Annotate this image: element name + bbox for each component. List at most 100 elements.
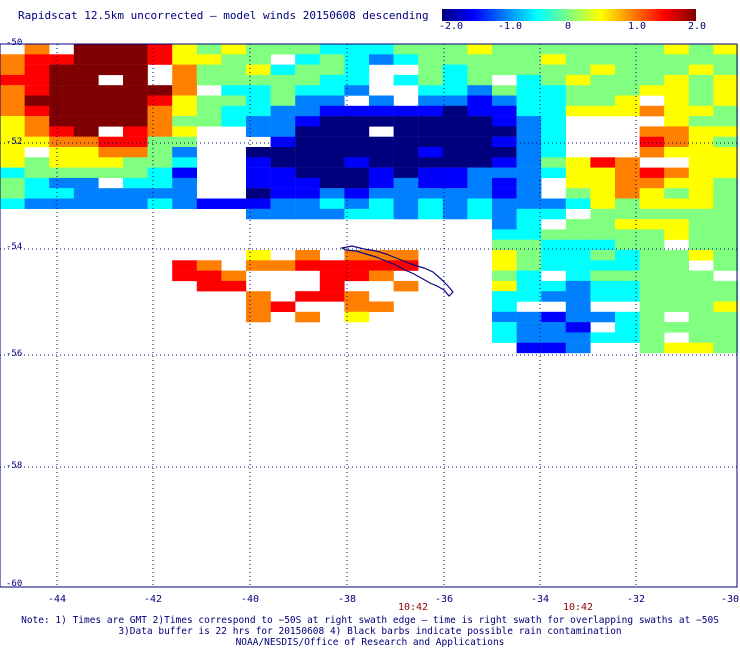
wind-cell — [246, 116, 271, 127]
wind-cell — [196, 280, 222, 292]
wind-cell — [418, 177, 443, 189]
wind-cell — [492, 239, 517, 251]
wind-cell — [442, 105, 468, 117]
wind-cell — [442, 54, 468, 65]
wind-cell — [541, 208, 566, 220]
wind-cell — [246, 167, 271, 179]
wind-cell — [713, 44, 739, 55]
wind-cell — [49, 54, 74, 65]
wind-cell — [295, 198, 320, 209]
wind-cell — [713, 250, 739, 261]
wind-cell — [295, 147, 320, 158]
wind-cell — [270, 198, 296, 209]
wind-cell — [713, 219, 739, 230]
wind-cell — [73, 188, 99, 199]
wind-cell — [516, 229, 542, 240]
wind-cell — [541, 322, 566, 333]
wind-cell — [393, 116, 419, 127]
wind-cell — [688, 291, 714, 302]
wind-cell — [639, 147, 665, 158]
wind-cell — [590, 44, 616, 55]
wind-cell — [492, 105, 517, 117]
wind-cell — [688, 157, 714, 168]
wind-cell — [664, 85, 689, 96]
wind-cell — [0, 147, 25, 158]
wind-cell — [639, 198, 665, 209]
wind-cell — [442, 188, 468, 199]
south-georgia-coastline — [340, 245, 454, 297]
wind-cell — [713, 157, 739, 168]
wind-cell — [98, 198, 124, 209]
wind-cell — [541, 167, 566, 179]
wind-cell — [24, 157, 50, 168]
wind-cell — [492, 157, 517, 168]
wind-cell — [196, 95, 222, 106]
wind-cell — [295, 188, 320, 199]
wind-cell — [147, 116, 173, 127]
wind-cell — [344, 85, 370, 96]
wind-cell — [664, 105, 689, 117]
color-bar — [442, 9, 696, 21]
wind-cell — [369, 270, 394, 282]
wind-cell — [713, 147, 739, 158]
wind-cell — [319, 198, 345, 209]
wind-cell — [492, 44, 517, 55]
wind-cell — [295, 64, 320, 76]
note-line: Note: 1) Times are GMT 2)Times correspon… — [21, 615, 719, 626]
wind-cell — [639, 250, 665, 261]
wind-cell — [442, 198, 468, 209]
wind-cell — [73, 95, 99, 106]
wind-cell — [246, 95, 271, 106]
wind-cell — [0, 177, 25, 189]
wind-cell — [246, 105, 271, 117]
wind-cell — [73, 44, 99, 55]
wind-cell — [295, 44, 320, 55]
wind-cell — [615, 208, 640, 220]
wind-cell — [565, 219, 591, 230]
wind-cell — [24, 198, 50, 209]
lat-label: -50 — [6, 38, 23, 48]
wind-cell — [0, 136, 25, 148]
wind-cell — [565, 74, 591, 86]
wind-cell — [98, 64, 124, 76]
wind-cell — [688, 270, 714, 282]
wind-cell — [590, 332, 616, 343]
wind-cell — [492, 177, 517, 189]
wind-cell — [344, 301, 370, 312]
wind-cell — [319, 44, 345, 55]
wind-cell — [565, 342, 591, 354]
wind-cell — [639, 74, 665, 86]
wind-cell — [565, 229, 591, 240]
wind-cell — [590, 208, 616, 220]
wind-cell — [492, 167, 517, 179]
wind-cell — [246, 74, 271, 86]
wind-cell — [565, 64, 591, 76]
wind-cell — [246, 291, 271, 302]
wind-cell — [0, 74, 25, 86]
wind-cell — [147, 177, 173, 189]
wind-cell — [541, 198, 566, 209]
wind-cell — [344, 208, 370, 220]
wind-cell — [541, 260, 566, 271]
wind-cell — [123, 136, 148, 148]
colorbar-tick: 1.0 — [627, 21, 647, 32]
wind-cell — [393, 126, 419, 137]
colorbar-tick: -2.0 — [438, 21, 464, 32]
lon-label: -44 — [47, 594, 67, 605]
wind-cell — [319, 280, 345, 292]
wind-cell — [98, 54, 124, 65]
wind-cell — [541, 85, 566, 96]
wind-cell — [492, 280, 517, 292]
note-line: NOAA/NESDIS/Office of Research and Appli… — [235, 637, 505, 648]
wind-cell — [516, 177, 542, 189]
wind-cell — [73, 126, 99, 137]
wind-cell — [98, 136, 124, 148]
wind-cell — [565, 54, 591, 65]
wind-cell — [492, 126, 517, 137]
wind-cell — [442, 74, 468, 86]
wind-cell — [393, 260, 419, 271]
wind-cell — [418, 64, 443, 76]
wind-cell — [319, 85, 345, 96]
wind-cell — [221, 116, 247, 127]
wind-cell — [590, 239, 616, 251]
